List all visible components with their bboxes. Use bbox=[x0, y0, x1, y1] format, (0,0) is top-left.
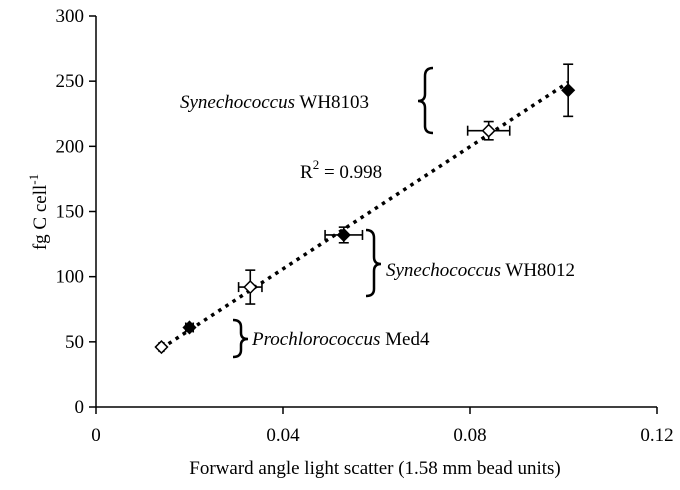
brace-wh8103 bbox=[417, 66, 434, 135]
y-tick-label: 150 bbox=[56, 202, 85, 223]
y-tick-label: 50 bbox=[65, 332, 84, 353]
label-med4-strain: Med4 bbox=[380, 329, 430, 350]
data-point-filled-diamond bbox=[561, 83, 576, 98]
y-axis-title-sup: -1 bbox=[26, 174, 41, 185]
x-tick-label: 0.08 bbox=[453, 425, 486, 446]
trendline bbox=[160, 81, 570, 350]
data-point-open-diamond bbox=[481, 123, 496, 138]
data-point-group bbox=[561, 63, 576, 118]
label-wh8012-strain: WH8012 bbox=[501, 260, 575, 281]
y-axis-title-main: fg C cell bbox=[30, 185, 51, 250]
label-med4: Prochlorococcus Med4 bbox=[251, 329, 430, 350]
y-tick-label: 250 bbox=[56, 71, 85, 92]
label-wh8012-genus: Synechococcus bbox=[386, 260, 501, 281]
data-point-filled-diamond bbox=[336, 227, 351, 243]
brace-med4 bbox=[232, 318, 249, 359]
label-med4-genus: Prochlorococcus bbox=[251, 329, 380, 350]
y-tick-label: 300 bbox=[56, 6, 85, 27]
data-points bbox=[154, 63, 576, 355]
label-wh8103: Synechococcus WH8103 bbox=[180, 92, 369, 113]
x-tick-label: 0 bbox=[91, 425, 101, 446]
r-squared-sup: 2 bbox=[313, 157, 320, 172]
r-squared-label: R2 = 0.998 bbox=[300, 157, 382, 183]
x-axis-title: Forward angle light scatter (1.58 mm bea… bbox=[189, 458, 560, 479]
r-squared-value: = 0.998 bbox=[319, 162, 382, 183]
label-wh8103-genus: Synechococcus bbox=[180, 92, 295, 113]
y-tick-label: 200 bbox=[56, 136, 85, 157]
x-tick-label: 0.12 bbox=[640, 425, 673, 446]
brace-wh8012 bbox=[365, 228, 382, 298]
data-point-group bbox=[182, 320, 197, 335]
r-squared-prefix: R bbox=[300, 162, 313, 183]
y-axis-title: fg C cell-1 bbox=[26, 174, 51, 250]
data-point-open-diamond bbox=[243, 280, 258, 295]
y-tick-label: 100 bbox=[56, 267, 85, 288]
ticks: 0 50 100 150 200 250 300 0 0.04 0.08 0.12 bbox=[56, 6, 674, 446]
label-wh8103-strain: WH8103 bbox=[295, 92, 369, 113]
y-tick-label: 0 bbox=[75, 397, 85, 418]
data-point-open-diamond bbox=[154, 339, 169, 355]
data-point-group bbox=[466, 120, 511, 141]
trendline-group bbox=[160, 81, 570, 350]
data-point-filled-diamond bbox=[182, 320, 197, 335]
label-wh8012: Synechococcus WH8012 bbox=[386, 260, 575, 281]
data-point-group bbox=[324, 226, 364, 244]
data-point-group bbox=[154, 339, 169, 355]
data-point-group bbox=[237, 269, 263, 305]
x-tick-label: 0.04 bbox=[266, 425, 300, 446]
